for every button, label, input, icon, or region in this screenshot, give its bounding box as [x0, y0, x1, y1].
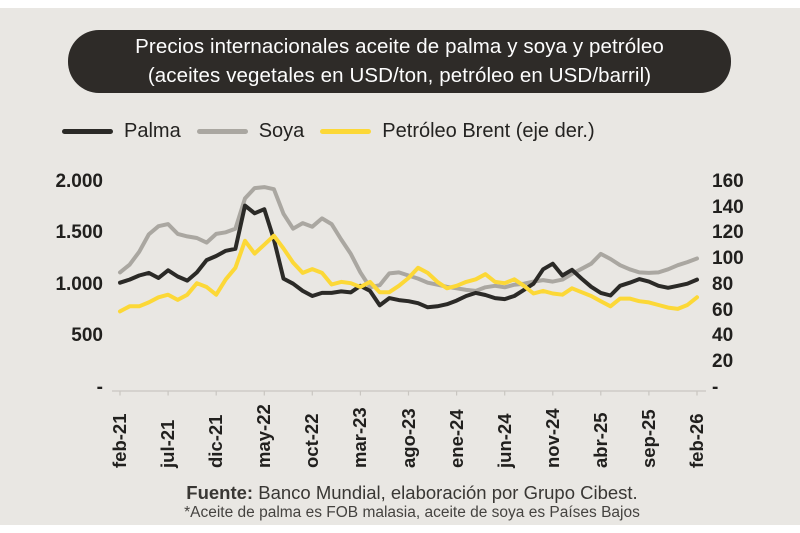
chart-panel-background — [0, 8, 800, 525]
palma-line-swatch-icon — [62, 128, 113, 134]
legend-label-palma: Palma — [124, 119, 181, 142]
x-axis-tick: feb-21 — [109, 413, 130, 469]
x-axis-tick: may-22 — [253, 404, 275, 468]
left-axis-tick: 1.000 — [55, 273, 103, 295]
left-axis-tick: - — [96, 376, 103, 398]
x-axis-tick: sep-25 — [637, 409, 659, 468]
chart-title-box: Precios internacionales aceite de palma … — [68, 30, 731, 93]
x-axis-tick: jul-21 — [157, 419, 179, 468]
footnote: *Aceite de palma es FOB malasia, aceite … — [184, 504, 640, 521]
source-text: Banco Mundial, elaboración por Grupo Cib… — [253, 482, 638, 503]
x-axis-tick: ene-24 — [445, 409, 467, 468]
right-axis-tick: - — [712, 376, 719, 398]
x-axis-tick: nov-24 — [541, 408, 563, 468]
brent-line — [118, 233, 699, 314]
right-axis-tick: 140 — [712, 196, 744, 218]
soya-line-swatch-icon — [196, 128, 248, 134]
x-axis-line — [112, 390, 706, 396]
right-axis-tick: 40 — [712, 325, 734, 347]
legend-label-brent: Petróleo Brent (eje der.) — [382, 119, 595, 142]
right-axis-tick: 120 — [712, 222, 744, 244]
x-axis-tick: ago-23 — [397, 408, 419, 468]
chart-legend: Palma Soya Petróleo Brent (eje der.) — [62, 116, 611, 146]
x-axis-tick: jun-24 — [493, 413, 515, 468]
source-label: Fuente: — [186, 482, 254, 503]
x-axis-tick: mar-23 — [349, 407, 371, 468]
x-axis-tick: abr-25 — [589, 412, 611, 468]
chart-title-line2: (aceites vegetales en USD/ton, petróleo … — [147, 63, 652, 87]
right-axis-tick: 60 — [712, 299, 734, 321]
legend-item-brent: Petróleo Brent (eje der.) — [320, 119, 595, 143]
x-axis-tick: oct-22 — [301, 413, 323, 469]
right-axis-tick: 160 — [712, 171, 744, 192]
legend-label-soya: Soya — [258, 119, 305, 142]
x-axis-tick: feb-26 — [686, 413, 707, 469]
right-axis-tick: 20 — [712, 350, 734, 372]
palma-line — [118, 203, 699, 310]
right-axis-tick: 80 — [712, 273, 734, 295]
left-axis-tick: 1.500 — [55, 222, 103, 244]
brent-line-swatch-icon — [320, 128, 372, 134]
legend-item-palma: Palma — [62, 120, 181, 143]
left-axis-tick: 2.000 — [55, 171, 103, 192]
right-axis-tick: 100 — [712, 248, 744, 270]
chart-title-line1: Precios internacionales aceite de palma … — [135, 34, 664, 58]
left-axis-tick: 500 — [71, 325, 103, 347]
legend-item-soya: Soya — [196, 119, 305, 143]
x-axis-tick: dic-21 — [205, 414, 227, 468]
source-note: Fuente: Banco Mundial, elaboración por G… — [12, 482, 800, 504]
